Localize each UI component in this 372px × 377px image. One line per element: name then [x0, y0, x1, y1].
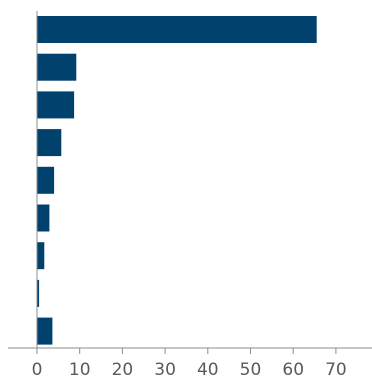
x-tick-label-2: 20	[112, 360, 134, 377]
bar-7	[37, 279, 40, 307]
bar-6	[37, 242, 45, 270]
x-tick-label-4: 40	[197, 360, 219, 377]
bar-4	[37, 166, 55, 194]
bar-1	[37, 53, 77, 81]
bar-0	[37, 16, 317, 43]
x-ticks-group: 0 10 20 30 40 50 60 70	[32, 348, 347, 377]
bar-5	[37, 204, 50, 232]
bars-group	[37, 16, 317, 345]
x-tick-label-1: 10	[69, 360, 91, 377]
x-tick-label-7: 70	[325, 360, 347, 377]
x-tick-label-6: 60	[282, 360, 304, 377]
x-tick-label-3: 30	[154, 360, 176, 377]
x-tick-label-5: 50	[240, 360, 262, 377]
bar-2	[37, 91, 75, 119]
bar-8	[37, 317, 53, 345]
x-tick-label-0: 0	[32, 360, 43, 377]
bar-3	[37, 129, 62, 157]
